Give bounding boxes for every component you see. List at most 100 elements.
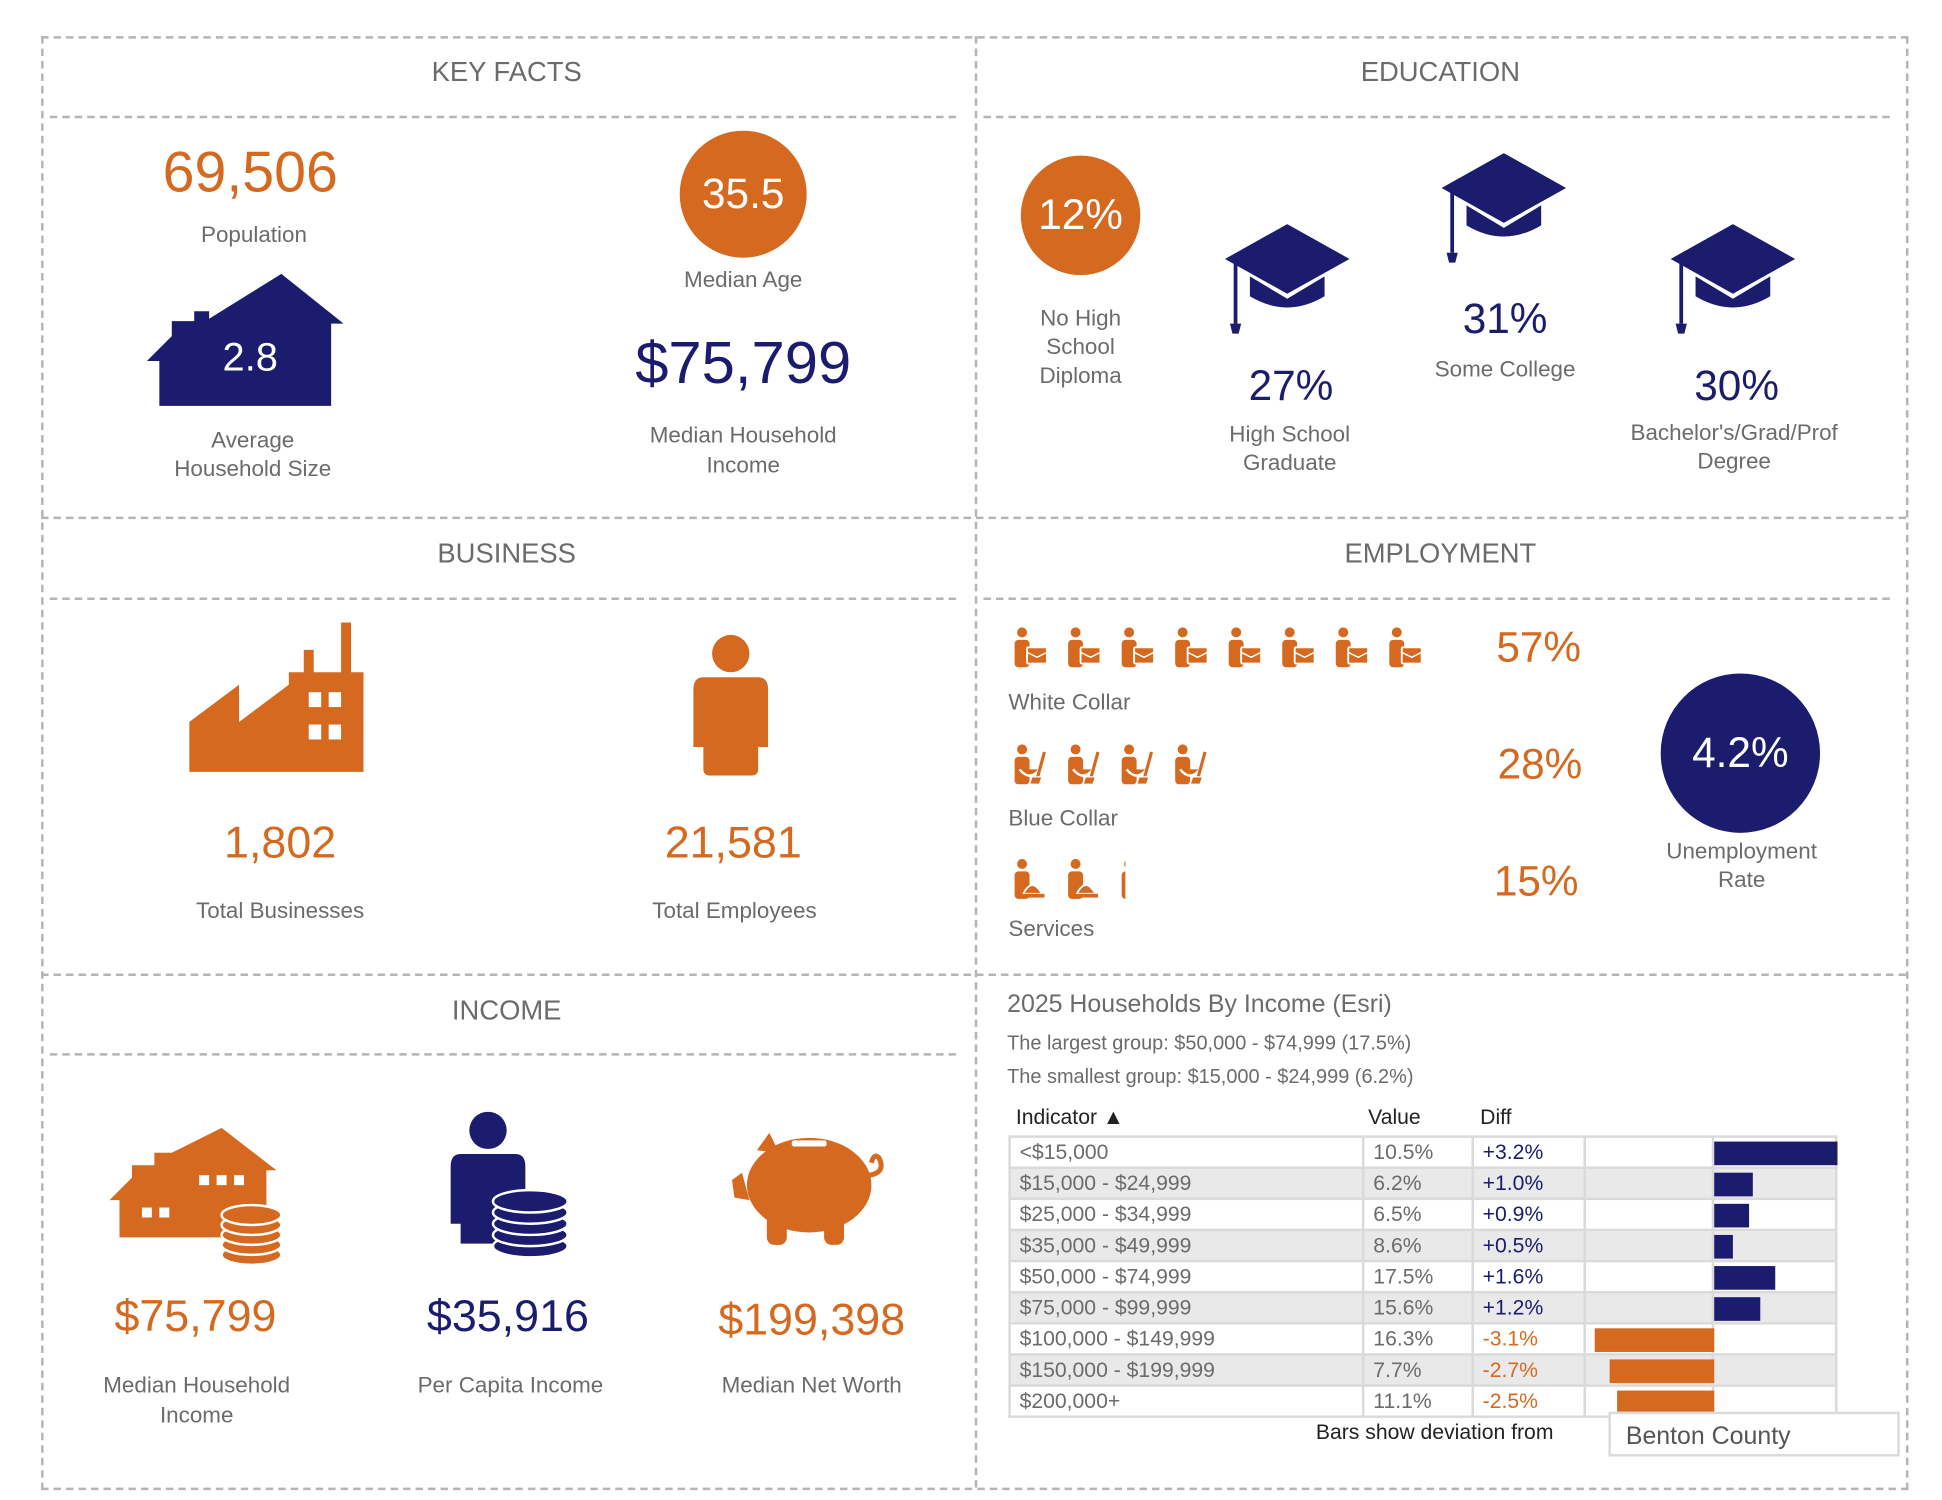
table-row: $50,000 - $74,999 17.5% +1.6% bbox=[1008, 1259, 1838, 1294]
unemployment-value: 4.2% bbox=[1692, 728, 1789, 777]
indicator-cell: $75,000 - $99,999 bbox=[1008, 1290, 1365, 1325]
net-worth-label: Median Net Worth bbox=[721, 1372, 902, 1398]
bachelors-value: 30% bbox=[1694, 362, 1780, 411]
house-icon bbox=[146, 273, 344, 406]
per-capita-income-label: Per Capita Income bbox=[417, 1372, 604, 1398]
table-row: $75,000 - $99,999 15.6% +1.2% bbox=[1008, 1290, 1838, 1325]
no-hs-circle: 12% bbox=[1020, 155, 1141, 276]
population-value: 69,506 bbox=[162, 139, 338, 205]
bar-cell bbox=[1583, 1353, 1838, 1387]
services-icons bbox=[1012, 858, 1460, 901]
median-age-value: 35.5 bbox=[702, 169, 785, 218]
table-row: $25,000 - $34,999 6.5% +0.9% bbox=[1008, 1197, 1838, 1232]
divider bbox=[983, 597, 1890, 601]
no-hs-label: School bbox=[1046, 334, 1115, 360]
white-collar-label: White Collar bbox=[1008, 689, 1131, 715]
bar-cell bbox=[1583, 1290, 1838, 1325]
education-title: EDUCATION bbox=[1360, 56, 1520, 88]
no-hs-value: 12% bbox=[1038, 191, 1123, 239]
divider bbox=[49, 115, 957, 119]
indicator-cell: $25,000 - $34,999 bbox=[1008, 1197, 1365, 1232]
unemployment-label: Unemployment bbox=[1666, 838, 1817, 864]
median-age-circle: 35.5 bbox=[679, 130, 807, 258]
deviation-bar bbox=[1714, 1234, 1734, 1259]
graduation-cap-icon bbox=[1670, 224, 1796, 334]
unemployment-label: Rate bbox=[1717, 867, 1766, 892]
divider bbox=[41, 973, 1906, 977]
net-worth-value: $199,398 bbox=[718, 1293, 906, 1345]
deviation-bar bbox=[1714, 1266, 1776, 1290]
laborer-icon bbox=[1175, 744, 1207, 785]
bachelors-label: Degree bbox=[1697, 448, 1771, 474]
briefcase-worker-icon bbox=[1389, 627, 1423, 668]
value-cell: 16.3% bbox=[1362, 1322, 1474, 1356]
value-cell: 17.5% bbox=[1362, 1259, 1474, 1294]
bar-cell bbox=[1583, 1197, 1838, 1232]
briefcase-worker-icon bbox=[1175, 627, 1209, 668]
value-cell: 7.7% bbox=[1362, 1353, 1474, 1387]
value-cell: 8.6% bbox=[1362, 1228, 1474, 1263]
divider bbox=[983, 115, 1890, 119]
diff-cell: +1.0% bbox=[1471, 1166, 1586, 1201]
compare-area-select[interactable]: Benton County bbox=[1608, 1411, 1900, 1457]
population-label: Population bbox=[201, 222, 307, 248]
deviation-bar bbox=[1617, 1390, 1715, 1415]
total-businesses-label: Total Businesses bbox=[196, 898, 365, 924]
divider bbox=[49, 1053, 957, 1056]
households-title: 2025 Households By Income (Esri) bbox=[1007, 990, 1392, 1019]
compare-area-value: Benton County bbox=[1625, 1422, 1791, 1451]
deviation-bar bbox=[1714, 1297, 1761, 1321]
white-collar-value: 57% bbox=[1496, 624, 1582, 672]
unemployment-circle: 4.2% bbox=[1660, 673, 1821, 833]
households-table: <$15,000 10.5% +3.2% $15,000 - $24,999 6.2% +… bbox=[1008, 1135, 1838, 1418]
blue-collar-label: Blue Collar bbox=[1008, 805, 1118, 831]
median-income-label: Income bbox=[706, 452, 780, 478]
service-worker-icon bbox=[1121, 860, 1126, 899]
key-facts-title: KEY FACTS bbox=[431, 56, 582, 88]
indicator-cell: $200,000+ bbox=[1008, 1384, 1365, 1418]
column-header-value[interactable]: Value bbox=[1368, 1105, 1421, 1130]
household-size-value: 2.8 bbox=[222, 334, 278, 380]
briefcase-worker-icon bbox=[1335, 627, 1370, 668]
services-label: Services bbox=[1008, 916, 1095, 942]
diff-cell: -2.7% bbox=[1471, 1353, 1586, 1387]
indicator-cell: $35,000 - $49,999 bbox=[1008, 1228, 1365, 1263]
blue-collar-value: 28% bbox=[1497, 741, 1583, 789]
services-value: 15% bbox=[1493, 858, 1579, 906]
total-employees-value: 21,581 bbox=[664, 816, 802, 868]
laborer-icon bbox=[1121, 744, 1154, 785]
some-college-label: Some College bbox=[1434, 356, 1576, 382]
bar-cell bbox=[1583, 1135, 1838, 1169]
briefcase-worker-icon bbox=[1228, 627, 1263, 668]
diff-cell: -2.5% bbox=[1471, 1384, 1586, 1418]
total-businesses-value: 1,802 bbox=[224, 816, 337, 868]
briefcase-worker-icon bbox=[1068, 627, 1102, 668]
diff-cell: +0.5% bbox=[1471, 1228, 1586, 1263]
business-title: BUSINESS bbox=[437, 537, 576, 569]
indicator-cell: <$15,000 bbox=[1008, 1135, 1365, 1169]
bar-cell bbox=[1583, 1228, 1838, 1263]
no-hs-label: No High bbox=[1040, 305, 1122, 331]
piggy-bank-icon bbox=[732, 1132, 884, 1245]
no-hs-label: Diploma bbox=[1039, 362, 1122, 388]
hs-label: High School bbox=[1229, 421, 1351, 447]
graduation-cap-icon bbox=[1441, 153, 1567, 263]
some-college-value: 31% bbox=[1462, 295, 1548, 343]
deviation-bar bbox=[1609, 1359, 1715, 1384]
white-collar-icons bbox=[1012, 627, 1460, 669]
table-row: $100,000 - $149,999 16.3% -3.1% bbox=[1008, 1322, 1838, 1356]
column-header-diff[interactable]: Diff bbox=[1480, 1105, 1512, 1130]
column-header-indicator[interactable]: Indicator ▲ bbox=[1015, 1105, 1124, 1130]
diff-cell: +1.6% bbox=[1471, 1259, 1586, 1294]
indicator-cell: $15,000 - $24,999 bbox=[1008, 1166, 1365, 1201]
service-worker-icon bbox=[1068, 858, 1099, 899]
divider bbox=[974, 36, 978, 1488]
briefcase-worker-icon bbox=[1121, 627, 1155, 668]
largest-group: The largest group: $50,000 - $74,999 (17… bbox=[1007, 1033, 1412, 1055]
hs-value: 27% bbox=[1248, 362, 1334, 411]
footer-note: Bars show deviation from bbox=[1315, 1420, 1554, 1445]
median-age-label: Median Age bbox=[684, 267, 803, 292]
diff-cell: +3.2% bbox=[1471, 1135, 1586, 1169]
deviation-bar bbox=[1714, 1172, 1753, 1197]
